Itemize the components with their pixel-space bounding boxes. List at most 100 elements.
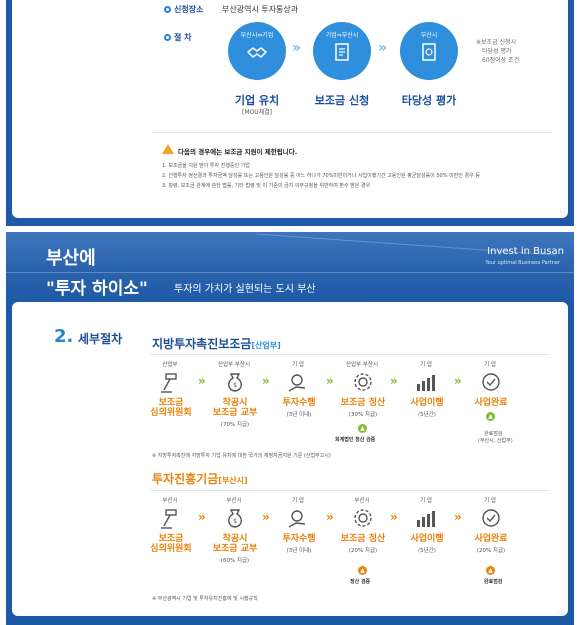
chevron-right-icon: » (198, 374, 206, 388)
chart-icon (417, 511, 435, 527)
page-number: 12 (556, 610, 564, 617)
step-sub: (20% 지급) (348, 548, 378, 554)
step-sub: (5년간) (418, 412, 436, 418)
warning-title: 다음의 경우에는 보조금 지원이 제한됩니다. (178, 148, 298, 156)
step-header: 기 업 (420, 362, 432, 368)
warning-line: 2. 선행투자 정산결과 투자금액 달성률 또는 고용인원 달성률 중 어느 하… (162, 173, 480, 179)
chevron-right-icon: » (326, 374, 334, 388)
step-header: 산업부 (162, 362, 178, 368)
gavel-icon (161, 373, 177, 393)
step-header: 부산시 (226, 498, 242, 504)
check-icon (482, 509, 500, 527)
chevron-right-icon: » (198, 510, 206, 524)
place-value: 부산광역시 투자통상과 (222, 5, 299, 14)
done-note-2: (부산시, 산업부) (478, 438, 513, 444)
bridge-deck (6, 272, 574, 273)
warning-line: 1. 보조금을 지원 받아 투자 진행중인 기업 (162, 163, 250, 169)
step-header: 기 업 (484, 362, 496, 368)
step-title: 기업 유치 (234, 94, 280, 107)
step-circle-evaluation: 부산시 (400, 22, 458, 80)
step-circle-apply: 기업⇒부산시 (313, 22, 371, 80)
step-header: 부산시 (354, 498, 370, 504)
step-label: 보조금 심의위원회 (150, 398, 192, 418)
check-icon (482, 373, 500, 391)
step-header: 산업부·부산시 (217, 362, 251, 368)
step-sub: [MOU체결] (241, 109, 272, 116)
bullet-dot-icon (164, 34, 171, 41)
step-header: 기 업 (292, 362, 304, 368)
chevron-right-icon: » (454, 510, 462, 524)
step-sub: (3년 이내) (286, 412, 312, 418)
gavel-icon (161, 509, 177, 529)
page-11-content: 신청장소 부산광역시 투자통상과 절 차 부산시⇔기업 » 기업⇒부산시 » 부… (12, 0, 568, 218)
step-label: 투자수행 (282, 534, 316, 544)
checklist-icon (422, 43, 436, 61)
step-label: 보조금 정산 (340, 534, 386, 544)
arrow-up-icon: ▲ (486, 566, 495, 575)
step-sub: (20% 지급) (476, 548, 506, 554)
step-sub: (3년 이내) (286, 548, 312, 554)
chevron-right-icon: » (390, 374, 398, 388)
arrow-up-icon: ▲ (358, 566, 367, 575)
arrow-up-icon: ▲ (358, 424, 367, 433)
step-sub: (60% 지급) (220, 558, 250, 564)
section-label: 세부절차 (78, 332, 123, 346)
chevron-right-icon: » (378, 40, 388, 56)
chevron-right-icon: » (326, 510, 334, 524)
step-caption: 부산시⇔기업 (240, 32, 274, 39)
group1-title: 지방투자촉진보조금[산업부] (152, 337, 281, 351)
chevron-right-icon: » (292, 40, 302, 56)
section-number: 2. (54, 326, 74, 347)
group1-footnote: ※ 지방투자촉진에 지방투자 기업 유치에 대한 국가의 재정자금지원 기준 (… (152, 453, 331, 459)
step-label: 보조금 심의위원회 (150, 534, 192, 554)
step-header: 산업부·부산시 (345, 362, 379, 368)
chevron-right-icon: » (262, 510, 270, 524)
gear-icon (354, 509, 372, 527)
step-circle-mou: 부산시⇔기업 (228, 22, 286, 80)
moneybag-icon: $ (228, 373, 242, 392)
svg-text:$: $ (233, 518, 237, 525)
gear-icon (354, 373, 372, 391)
step-title: 타당성 평가 (401, 94, 457, 107)
brand-name: Invest in Busan (487, 246, 564, 257)
side-note: ※보조금 신청시 타당성 평가 60점이상 조건 (476, 39, 520, 64)
chevron-right-icon: » (454, 374, 462, 388)
step-header: 기 업 (420, 498, 432, 504)
arrow-up-icon: ▲ (486, 412, 495, 421)
banner-tagline: 투자의 가치가 실현되는 도시 부산 (174, 284, 316, 295)
brand-sub: Your optimal Business Partner (485, 260, 560, 266)
page-12: 부산에 "투자 하이소" 투자의 가치가 실현되는 도시 부산 Invest i… (6, 232, 574, 625)
step-header: 부산시 (162, 498, 178, 504)
divider (150, 354, 550, 355)
divider (150, 490, 550, 491)
step-label: 투자수행 (282, 398, 316, 408)
step-label: 사업이행 (410, 534, 444, 544)
divider (152, 132, 552, 133)
step-label: 착공시 보조금 교부 (212, 534, 258, 554)
step-sub: (70% 지급) (220, 422, 250, 428)
step-label: 착공시 보조금 교부 (212, 398, 258, 418)
document-icon (335, 43, 349, 61)
page-number: 11 (558, 208, 566, 215)
step-sub: (30% 지급) (348, 412, 378, 418)
group2-title: 투자진흥기금[부산시] (152, 472, 248, 486)
place-label: 신청장소 (164, 4, 203, 15)
done-note: 완료점검 (484, 579, 503, 585)
banner-title-1: 부산에 (46, 248, 96, 269)
step-sub: (5년간) (418, 548, 436, 554)
step-header: 기 업 (292, 498, 304, 504)
coin-icon (288, 510, 306, 528)
step-label: 보조금 정산 (340, 398, 386, 408)
group2-footnote: ※ 부산광역시 기업 및 투자유치진흥에 및 시행규칙 (152, 596, 258, 602)
step-caption: 부산시 (420, 32, 438, 39)
step-label: 사업이행 (410, 398, 444, 408)
settle-note: 회계법인 정산 검증 (335, 437, 376, 443)
coin-icon (288, 374, 306, 392)
moneybag-icon: $ (228, 509, 242, 528)
settle-note: 정산 검증 (350, 579, 371, 585)
chart-icon (417, 375, 435, 391)
handshake-icon (247, 47, 267, 58)
chevron-right-icon: » (390, 510, 398, 524)
step-caption: 기업⇒부산시 (325, 32, 359, 39)
step-header: 기 업 (484, 498, 496, 504)
